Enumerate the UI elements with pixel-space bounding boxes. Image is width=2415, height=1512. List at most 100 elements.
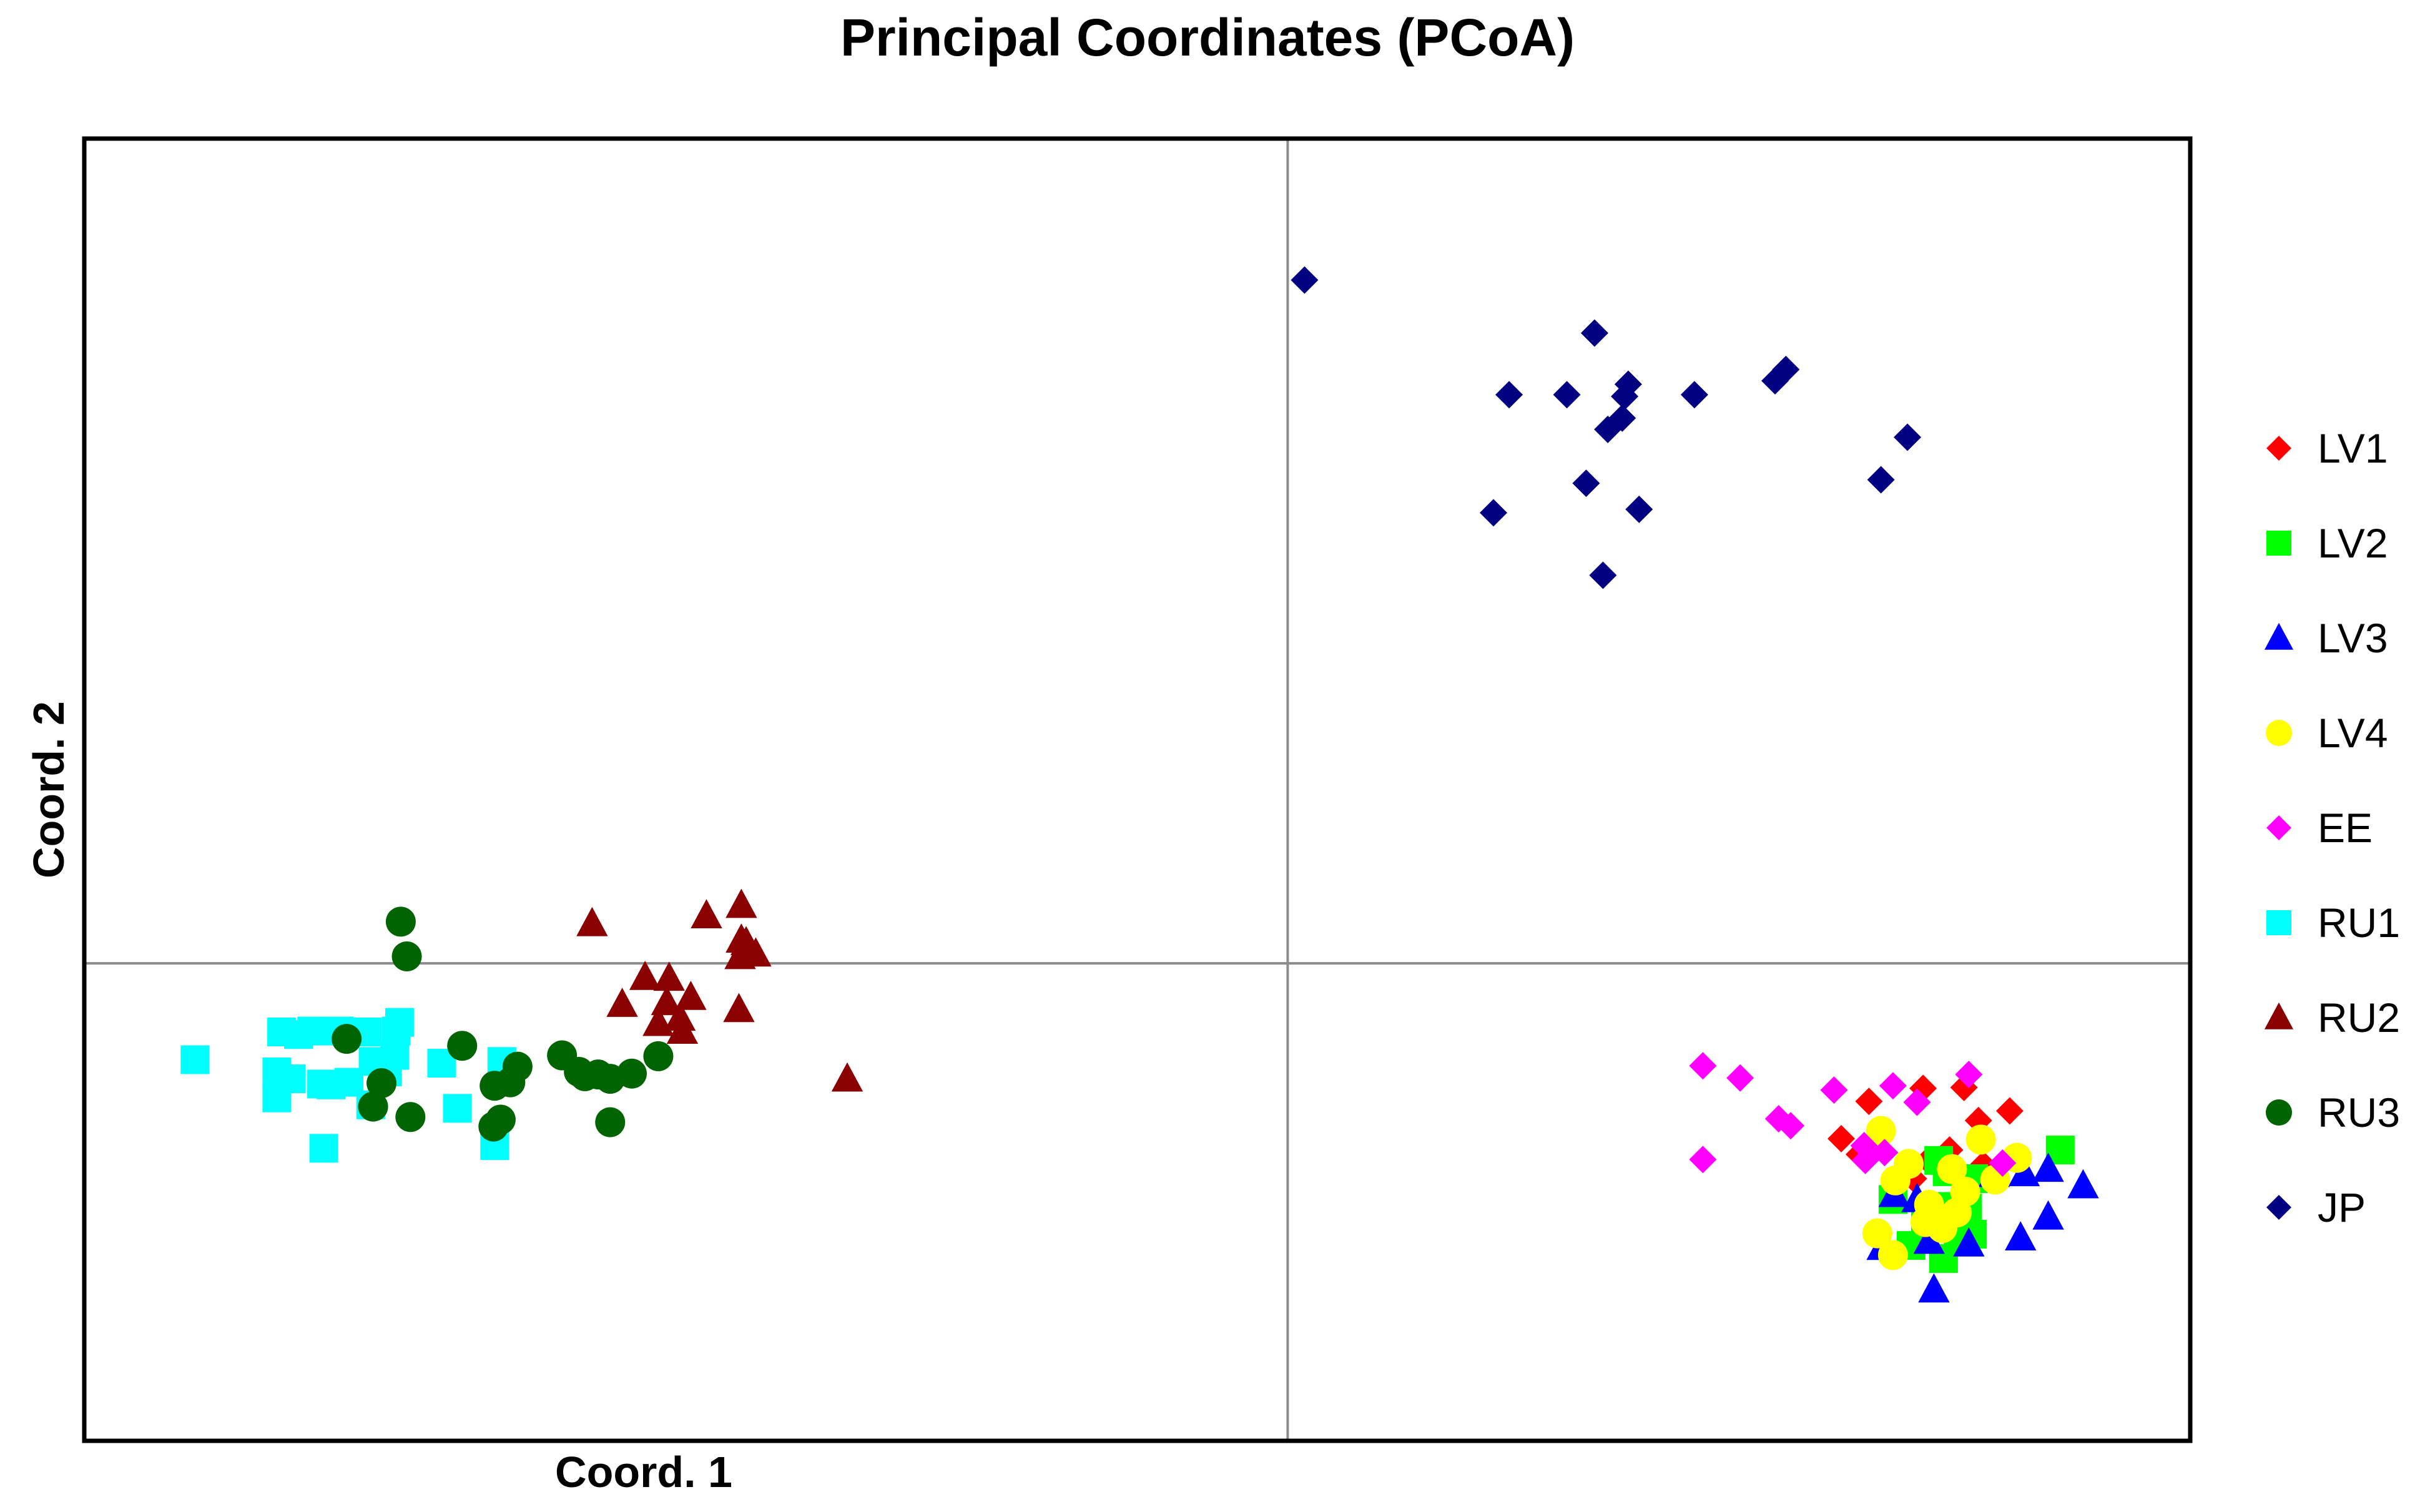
- point-jp: [1589, 561, 1617, 589]
- point-lv4: [1927, 1213, 1957, 1244]
- legend-label: RU2: [2318, 994, 2401, 1041]
- y-axis-label: Coord. 2: [24, 701, 73, 878]
- point-ru2: [606, 988, 638, 1017]
- point-ru2: [576, 906, 608, 936]
- legend-label: RU1: [2318, 900, 2401, 946]
- point-lv1: [1827, 1125, 1856, 1153]
- point-ee: [1851, 1146, 1879, 1174]
- point-ru3: [480, 1071, 510, 1101]
- point-lv3: [1913, 1224, 1945, 1254]
- point-ee: [1989, 1149, 2017, 1177]
- point-ru2: [831, 1062, 863, 1092]
- point-ee: [1689, 1052, 1717, 1080]
- point-jp: [1572, 469, 1600, 498]
- series-ru2: [576, 888, 863, 1092]
- legend-label: JP: [2318, 1184, 2366, 1230]
- point-ru2: [723, 993, 755, 1023]
- point-ee: [1726, 1064, 1754, 1092]
- point-lv3: [1918, 1273, 1950, 1303]
- legend-item-ru3: RU3: [2260, 1087, 2410, 1137]
- point-lv3: [2008, 1157, 2040, 1187]
- point-ru3: [478, 1111, 509, 1142]
- point-jp: [1291, 266, 1319, 294]
- legend-label: LV4: [2318, 710, 2388, 756]
- point-jp: [1625, 495, 1653, 523]
- chart-title: Principal Coordinates (PCoA): [840, 8, 1575, 67]
- series-lv4: [1862, 1116, 2032, 1270]
- legend-item-lv3: LV3: [2260, 613, 2410, 663]
- point-ru1: [297, 1016, 327, 1046]
- series-ru3: [332, 906, 674, 1142]
- point-ru3: [643, 1041, 674, 1071]
- point-ru1: [262, 1083, 292, 1112]
- point-lv3: [2032, 1200, 2064, 1230]
- point-jp: [1867, 466, 1895, 494]
- point-lv1: [1995, 1097, 2024, 1125]
- legend-item-ee: EE: [2260, 803, 2410, 853]
- point-ru2: [691, 899, 722, 929]
- point-jp: [1594, 415, 1622, 443]
- legend-marker-circle-icon: [2266, 1099, 2292, 1126]
- point-lv4: [1965, 1124, 1996, 1155]
- legend-label: LV3: [2318, 615, 2388, 661]
- legend-marker-diamond-icon: [2266, 815, 2291, 840]
- point-jp: [1611, 383, 1639, 411]
- legend-label: LV1: [2318, 425, 2388, 471]
- legend-item-lv2: LV2: [2260, 518, 2410, 568]
- legend-marker-diamond-icon: [2266, 436, 2291, 461]
- point-lv3: [1953, 1227, 1985, 1257]
- point-ee: [1903, 1088, 1931, 1116]
- point-ru2: [666, 1014, 699, 1044]
- point-ru2: [664, 1001, 696, 1031]
- point-ee: [1777, 1112, 1805, 1140]
- legend-item-jp: JP: [2260, 1182, 2410, 1232]
- point-ru3: [447, 1031, 478, 1061]
- point-jp: [1580, 319, 1608, 347]
- legend-label: LV2: [2318, 520, 2388, 566]
- point-ru1: [309, 1134, 338, 1163]
- point-ee: [1820, 1076, 1848, 1104]
- point-ru2: [653, 961, 685, 991]
- point-lv4: [1880, 1165, 1911, 1195]
- point-lv3: [2067, 1169, 2099, 1199]
- point-jp: [1480, 499, 1508, 527]
- point-ru3: [385, 906, 416, 937]
- point-lv4: [1862, 1218, 1892, 1249]
- point-lv4: [1866, 1116, 1896, 1146]
- legend-marker-diamond-icon: [2266, 1195, 2291, 1220]
- legend-label: EE: [2318, 805, 2373, 851]
- series-ru1: [180, 1008, 516, 1163]
- point-lv3: [2032, 1152, 2064, 1182]
- legend-item-lv4: LV4: [2260, 708, 2410, 758]
- point-ru2: [725, 888, 757, 918]
- point-ru3: [616, 1058, 647, 1089]
- point-ru3: [595, 1107, 626, 1137]
- point-ru3: [358, 1091, 388, 1122]
- point-ru3: [366, 1068, 397, 1099]
- point-ru3: [332, 1024, 362, 1054]
- legend-item-lv1: LV1: [2260, 423, 2410, 473]
- legend-label: RU3: [2318, 1089, 2401, 1136]
- point-jp: [1495, 381, 1523, 409]
- point-ru1: [180, 1045, 210, 1074]
- point-ee: [1879, 1072, 1907, 1100]
- legend-marker-circle-icon: [2266, 720, 2292, 746]
- legend-marker-square-icon: [2266, 910, 2291, 935]
- point-ru3: [395, 1102, 426, 1132]
- point-ru2: [629, 960, 661, 990]
- series-jp: [1291, 266, 1922, 589]
- point-ru2: [642, 1006, 674, 1036]
- point-jp: [1772, 355, 1800, 383]
- point-lv1: [1855, 1087, 1883, 1116]
- point-lv4: [1877, 1240, 1908, 1270]
- legend-marker-triangle-icon: [2264, 622, 2294, 650]
- x-axis-label: Coord. 1: [555, 1448, 732, 1496]
- point-lv3: [2005, 1221, 2037, 1250]
- point-ee: [1689, 1146, 1717, 1174]
- point-lv4: [1937, 1154, 1967, 1184]
- point-jp: [1680, 381, 1708, 409]
- point-jp: [1894, 423, 1922, 451]
- series-ee: [1689, 1052, 2017, 1177]
